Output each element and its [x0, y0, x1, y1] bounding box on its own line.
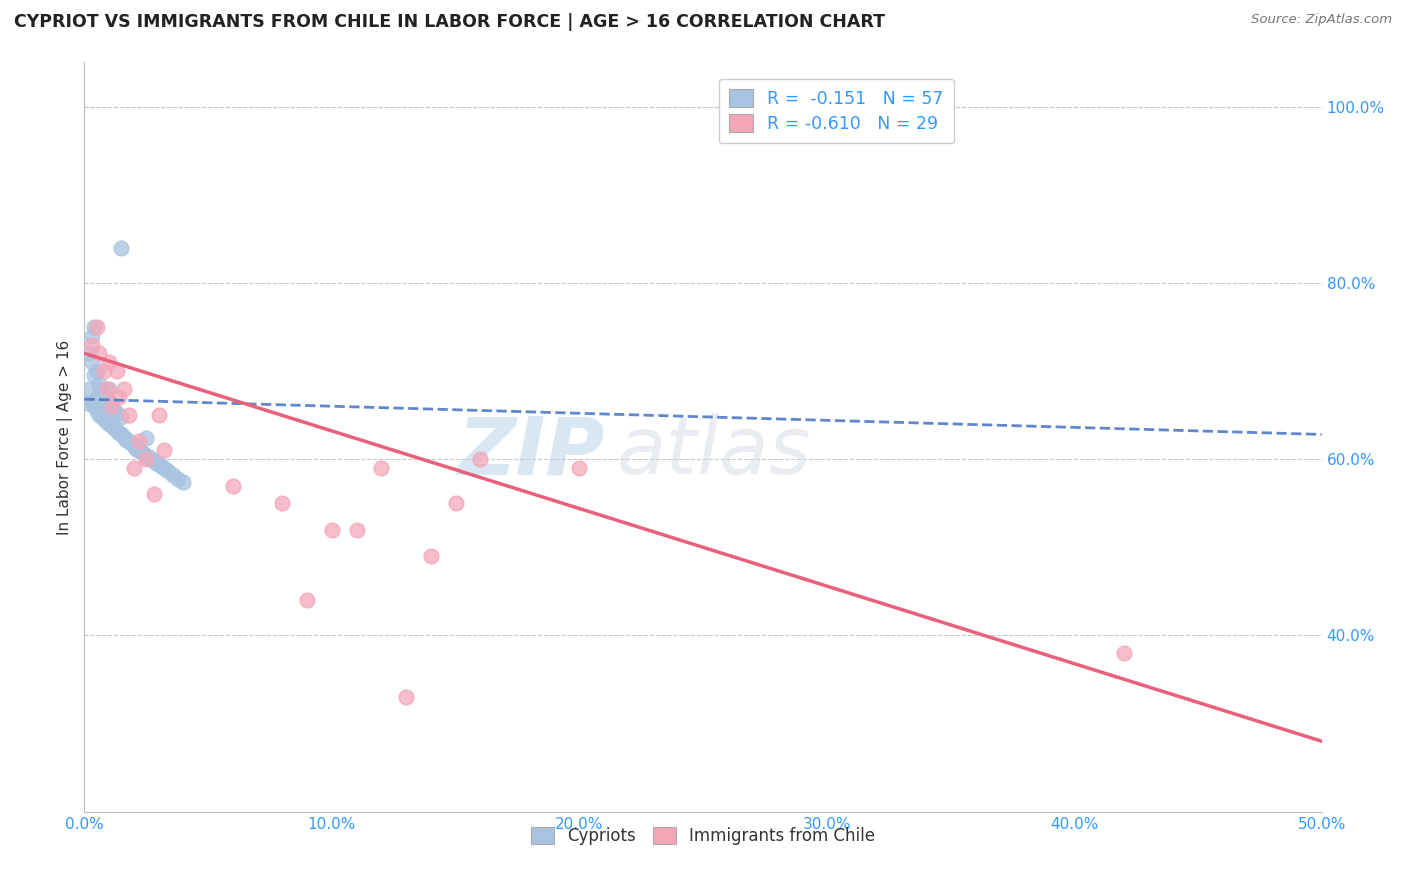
Point	[89, 392, 111, 407]
Point	[141, 452, 163, 467]
Point	[90, 382, 112, 396]
Text: atlas: atlas	[616, 413, 811, 491]
Point	[108, 425, 131, 440]
Legend: Cypriots, Immigrants from Chile: Cypriots, Immigrants from Chile	[524, 821, 882, 852]
Point	[83, 319, 105, 334]
Point	[80, 355, 103, 369]
Point	[80, 328, 103, 343]
Point	[96, 391, 118, 405]
Point	[79, 382, 101, 396]
Point	[148, 458, 170, 472]
Point	[90, 394, 112, 409]
Point	[135, 431, 157, 445]
Point	[112, 430, 135, 444]
Point	[79, 346, 101, 360]
Point	[90, 409, 112, 424]
Point	[321, 523, 343, 537]
Point	[86, 364, 108, 378]
Point	[105, 406, 128, 420]
Point	[105, 424, 128, 438]
Point	[370, 461, 392, 475]
Point	[129, 445, 152, 459]
Point	[568, 461, 591, 475]
Point	[120, 436, 142, 450]
Point	[98, 417, 121, 431]
Point	[118, 408, 141, 422]
Point	[98, 399, 121, 413]
Point	[86, 391, 108, 405]
Point	[110, 241, 132, 255]
Point	[100, 399, 122, 413]
Point	[150, 459, 173, 474]
Point	[122, 439, 145, 453]
Point	[103, 403, 125, 417]
Point	[419, 549, 441, 563]
Y-axis label: In Labor Force | Age > 16: In Labor Force | Age > 16	[58, 340, 73, 534]
Point	[86, 403, 108, 417]
Point	[93, 392, 115, 407]
Point	[89, 346, 111, 360]
Point	[118, 434, 141, 449]
Point	[148, 408, 170, 422]
Point	[108, 391, 131, 405]
Point	[135, 449, 157, 463]
Point	[103, 421, 125, 435]
Point	[132, 447, 155, 461]
Point	[93, 364, 115, 378]
Point	[142, 454, 165, 468]
Point	[172, 475, 194, 489]
Point	[138, 450, 160, 465]
Point	[98, 355, 121, 369]
Point	[93, 412, 115, 426]
Point	[142, 487, 165, 501]
Point	[444, 496, 467, 510]
Point	[80, 337, 103, 351]
Point	[152, 443, 174, 458]
Point	[76, 395, 98, 409]
Point	[110, 409, 132, 424]
Point	[86, 319, 108, 334]
Point	[162, 467, 184, 482]
Point	[105, 364, 128, 378]
Point	[100, 418, 122, 433]
Point	[89, 408, 111, 422]
Point	[135, 452, 157, 467]
Point	[115, 433, 138, 447]
Point	[83, 368, 105, 383]
Point	[125, 442, 148, 456]
Text: Source: ZipAtlas.com: Source: ZipAtlas.com	[1251, 13, 1392, 27]
Point	[152, 461, 174, 475]
Point	[96, 382, 118, 396]
Point	[96, 415, 118, 429]
Point	[128, 434, 150, 449]
Point	[89, 377, 111, 392]
Point	[295, 593, 318, 607]
Point	[222, 478, 245, 492]
Point	[110, 427, 132, 442]
Point	[80, 394, 103, 409]
Point	[470, 452, 492, 467]
Point	[83, 399, 105, 413]
Text: CYPRIOT VS IMMIGRANTS FROM CHILE IN LABOR FORCE | AGE > 16 CORRELATION CHART: CYPRIOT VS IMMIGRANTS FROM CHILE IN LABO…	[14, 13, 884, 31]
Point	[145, 456, 167, 470]
Point	[271, 496, 294, 510]
Point	[1112, 646, 1135, 660]
Point	[346, 523, 368, 537]
Text: ZIP: ZIP	[457, 413, 605, 491]
Point	[167, 471, 190, 485]
Point	[157, 465, 180, 479]
Point	[395, 690, 418, 705]
Point	[98, 382, 121, 396]
Point	[112, 382, 135, 396]
Point	[122, 461, 145, 475]
Point	[128, 443, 150, 458]
Point	[100, 401, 122, 415]
